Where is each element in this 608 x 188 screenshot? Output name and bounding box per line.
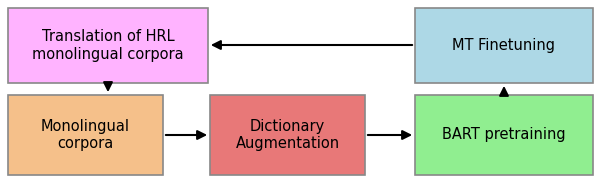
Text: MT Finetuning: MT Finetuning bbox=[452, 38, 556, 53]
Text: Translation of HRL
monolingual corpora: Translation of HRL monolingual corpora bbox=[32, 29, 184, 62]
FancyBboxPatch shape bbox=[415, 8, 593, 83]
FancyBboxPatch shape bbox=[415, 95, 593, 175]
Text: BART pretraining: BART pretraining bbox=[442, 127, 566, 143]
FancyBboxPatch shape bbox=[210, 95, 365, 175]
Text: Monolingual
corpora: Monolingual corpora bbox=[41, 119, 130, 151]
Text: Dictionary
Augmentation: Dictionary Augmentation bbox=[235, 119, 339, 151]
FancyBboxPatch shape bbox=[8, 8, 208, 83]
FancyBboxPatch shape bbox=[8, 95, 163, 175]
